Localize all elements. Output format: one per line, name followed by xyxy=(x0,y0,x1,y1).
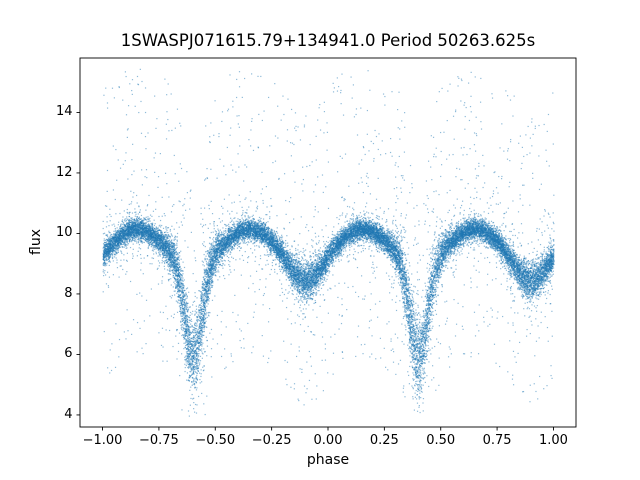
x-tick-label: 0.00 xyxy=(313,433,343,448)
x-tick-label: −0.25 xyxy=(251,433,292,448)
y-tick-label: 8 xyxy=(64,285,73,301)
x-tick-label: 0.50 xyxy=(426,433,456,448)
y-tick-label: 6 xyxy=(64,346,73,362)
x-tick-label: −0.50 xyxy=(195,433,236,448)
y-tick-label: 14 xyxy=(55,104,73,120)
chart-title: 1SWASPJ071615.79+134941.0 Period 50263.6… xyxy=(120,31,536,50)
y-tick-label: 10 xyxy=(55,225,73,241)
x-tick-label: −1.00 xyxy=(82,433,123,448)
x-tick-label: 1.00 xyxy=(538,433,568,448)
y-axis-label: flux xyxy=(28,229,44,255)
x-axis-label: phase xyxy=(306,452,350,468)
x-tick-label: −0.75 xyxy=(138,433,179,448)
y-tick-label: 4 xyxy=(64,406,73,422)
y-tick-label: 12 xyxy=(55,164,73,180)
x-tick-label: 0.25 xyxy=(369,433,399,448)
x-tick-label: 0.75 xyxy=(482,433,512,448)
